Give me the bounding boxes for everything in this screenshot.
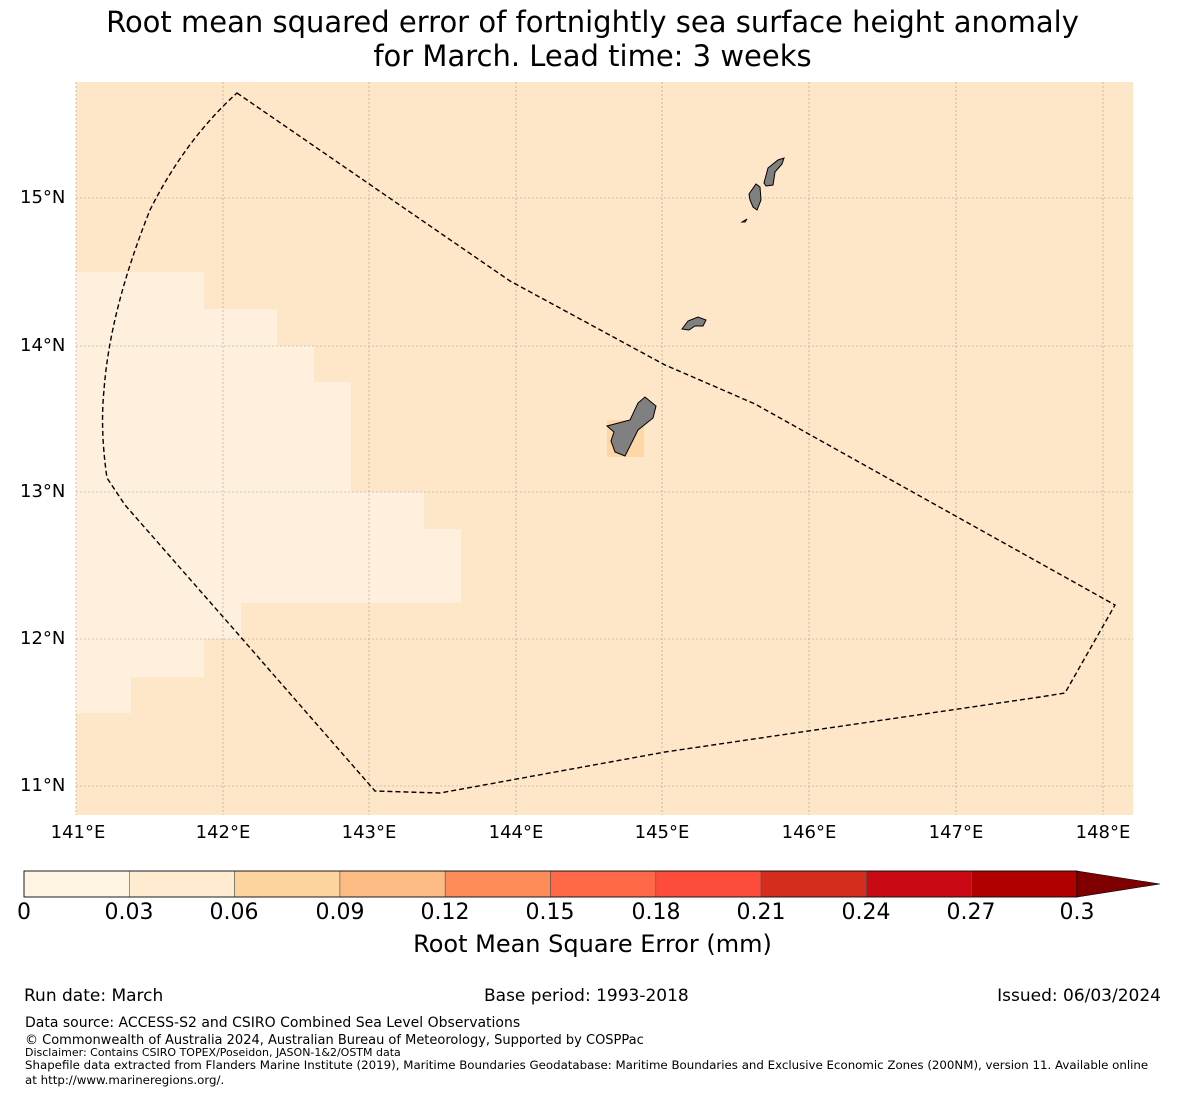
colorbar-extend-arrow — [1076, 870, 1161, 898]
colorbar-tick: 0.15 — [525, 900, 575, 925]
lon-label-145e: 145°E — [634, 822, 690, 843]
shapefile-credit-line1: Shapefile data extracted from Flanders M… — [25, 1058, 1149, 1072]
map-panel — [75, 82, 1133, 815]
colorbar-tick: 0.03 — [104, 900, 154, 925]
colorbar-segment — [129, 870, 235, 898]
tinian-island — [748, 183, 762, 211]
chart-title-line2: for March. Lead time: 3 weeks — [373, 39, 812, 73]
lat-label-11n: 11°N — [20, 775, 66, 796]
rota-island — [681, 316, 707, 331]
colorbar-segment — [444, 870, 551, 898]
low-error-region — [76, 272, 461, 713]
colorbar-tick: 0.27 — [946, 900, 996, 925]
lon-label-143e: 143°E — [341, 822, 397, 843]
colorbar — [23, 870, 1161, 898]
gridlines — [75, 82, 1133, 815]
colorbar-segment — [234, 870, 341, 898]
guam-island — [605, 396, 657, 457]
lon-label-144e: 144°E — [488, 822, 544, 843]
colorbar-frame — [23, 870, 1078, 898]
aguijan-island — [740, 218, 748, 223]
run-date: Run date: March — [24, 986, 164, 1006]
islands — [605, 157, 785, 457]
colorbar-segment — [550, 870, 657, 898]
saipan-island — [763, 157, 785, 187]
shapefile-credit-line2: at http://www.marineregions.org/. — [25, 1073, 225, 1087]
lon-label-142e: 142°E — [195, 822, 251, 843]
lat-label-12n: 12°N — [20, 628, 66, 649]
data-source: Data source: ACCESS-S2 and CSIRO Combine… — [25, 1015, 521, 1031]
copyright: © Commonwealth of Australia 2024, Austra… — [25, 1033, 644, 1048]
lat-label-15n: 15°N — [20, 187, 66, 208]
colorbar-tick: 0.09 — [315, 900, 365, 925]
lat-label-13n: 13°N — [20, 481, 66, 502]
colorbar-segment — [760, 870, 867, 898]
base-period: Base period: 1993-2018 — [484, 986, 689, 1006]
colorbar-tick: 0.24 — [841, 900, 891, 925]
colorbar-tick: 0.12 — [420, 900, 470, 925]
colorbar-tick: 0.3 — [1059, 900, 1095, 925]
disclaimer: Disclaimer: Contains CSIRO TOPEX/Poseido… — [25, 1046, 401, 1059]
lat-label-14n: 14°N — [20, 335, 66, 356]
colorbar-segment — [866, 870, 973, 898]
chart-title-line1: Root mean squared error of fortnightly s… — [106, 5, 1079, 39]
colorbar-label: Root Mean Square Error (mm) — [413, 930, 772, 958]
colorbar-segment — [971, 870, 1078, 898]
issued-date: Issued: 06/03/2024 — [997, 986, 1161, 1006]
lon-label-147e: 147°E — [928, 822, 984, 843]
eez-boundary — [101, 92, 1116, 794]
colorbar-tick: 0.06 — [209, 900, 259, 925]
lon-label-141e: 141°E — [50, 822, 106, 843]
colorbar-tick: 0.21 — [736, 900, 786, 925]
colorbar-tick: 0.18 — [631, 900, 681, 925]
colorbar-segment — [339, 870, 446, 898]
colorbar-segment — [23, 870, 130, 898]
colorbar-segment — [655, 870, 762, 898]
lon-label-148e: 148°E — [1075, 822, 1131, 843]
colorbar-tick: 0 — [17, 900, 31, 925]
lon-label-146e: 146°E — [781, 822, 837, 843]
